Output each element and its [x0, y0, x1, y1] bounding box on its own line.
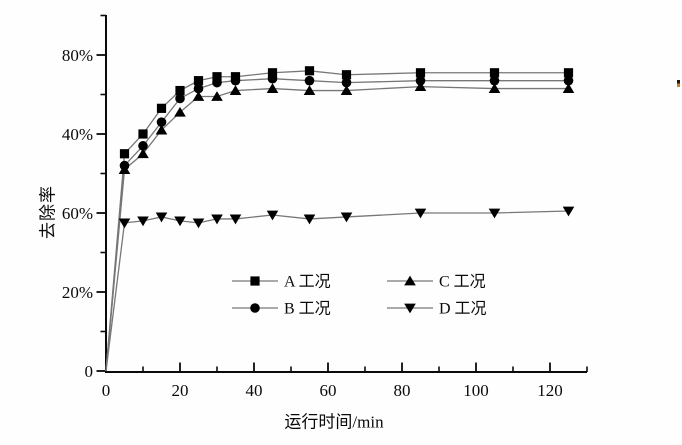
- legend-circle-marker: [250, 303, 260, 313]
- x-tick-label: 80: [394, 381, 411, 400]
- circle-marker: [212, 77, 222, 88]
- triangle-up-marker: [488, 83, 501, 93]
- circle-marker: [341, 77, 352, 88]
- circle-marker: [230, 75, 241, 86]
- y-tick-label: 20%: [62, 283, 93, 302]
- square-marker: [415, 68, 426, 78]
- y-axis-title: 去除率: [38, 185, 58, 239]
- circle-marker: [267, 73, 278, 84]
- x-axis-title: 运行时间/min: [284, 412, 384, 432]
- triangle-down-marker: [192, 218, 205, 229]
- legend-label: C 工况: [439, 274, 486, 291]
- circle-marker: [175, 93, 185, 104]
- triangle-down-marker: [174, 216, 186, 227]
- square-marker: [119, 149, 130, 159]
- legend-label: A 工况: [284, 274, 331, 291]
- square-marker: [489, 68, 500, 78]
- scan-speck-artifact: [677, 80, 680, 87]
- series-line-2: [105, 85, 569, 372]
- triangle-down-marker: [303, 214, 316, 225]
- legend-label: D 工况: [439, 301, 487, 318]
- triangle-down-marker: [266, 210, 279, 221]
- triangle-down-marker: [340, 212, 353, 223]
- square-marker: [304, 66, 315, 76]
- triangle-down-marker: [137, 216, 149, 227]
- triangle-up-marker: [303, 85, 316, 95]
- circle-marker: [138, 141, 148, 151]
- triangle-up-marker: [340, 85, 353, 95]
- triangle-up-marker: [155, 124, 168, 135]
- x-tick-label: 40: [246, 381, 263, 400]
- triangle-down-marker: [488, 208, 501, 219]
- square-marker: [267, 68, 278, 78]
- x-tick-label: 60: [320, 381, 337, 400]
- legend-triangle-down-marker: [404, 303, 416, 314]
- y-tick-label: 0: [85, 362, 94, 381]
- triangle-down-marker: [118, 218, 131, 229]
- square-marker: [138, 129, 148, 139]
- circle-marker: [415, 75, 426, 86]
- y-tick-label: 60%: [62, 204, 93, 223]
- series-line-3: [105, 210, 569, 372]
- triangle-up-marker: [229, 85, 242, 95]
- square-marker: [156, 103, 167, 113]
- y-tick-label: 40%: [62, 125, 93, 144]
- legend-triangle-up-marker: [404, 275, 416, 286]
- x-tick-label: 20: [172, 381, 189, 400]
- x-tick-label: 0: [102, 381, 111, 400]
- triangle-up-marker: [174, 106, 186, 117]
- square-marker: [212, 72, 222, 82]
- triangle-up-marker: [266, 83, 279, 93]
- circle-marker: [156, 117, 167, 127]
- triangle-up-marker: [118, 164, 131, 174]
- series-line-1: [105, 78, 569, 372]
- triangle-up-marker: [137, 148, 149, 159]
- circle-marker: [489, 75, 500, 86]
- x-tick-label: 100: [463, 381, 489, 400]
- x-tick-label: 120: [537, 381, 563, 400]
- triangle-up-marker: [414, 81, 427, 91]
- legend-label: B 工况: [284, 301, 331, 318]
- square-marker: [193, 76, 204, 86]
- axes: [105, 15, 587, 373]
- legend-square-marker: [250, 276, 260, 286]
- circle-marker: [193, 83, 204, 94]
- triangle-down-marker: [229, 214, 242, 225]
- square-marker: [563, 68, 574, 78]
- square-marker: [175, 85, 185, 96]
- triangle-up-marker: [562, 83, 575, 93]
- y-tick-label: 80%: [62, 46, 93, 65]
- triangle-up-marker: [192, 91, 205, 101]
- circle-marker: [563, 75, 574, 86]
- triangle-down-marker: [562, 206, 575, 217]
- triangle-up-marker: [211, 91, 223, 101]
- triangle-down-marker: [211, 214, 223, 225]
- triangle-down-marker: [155, 212, 168, 223]
- square-marker: [341, 70, 352, 80]
- triangle-down-marker: [414, 208, 427, 219]
- circle-marker: [304, 75, 315, 86]
